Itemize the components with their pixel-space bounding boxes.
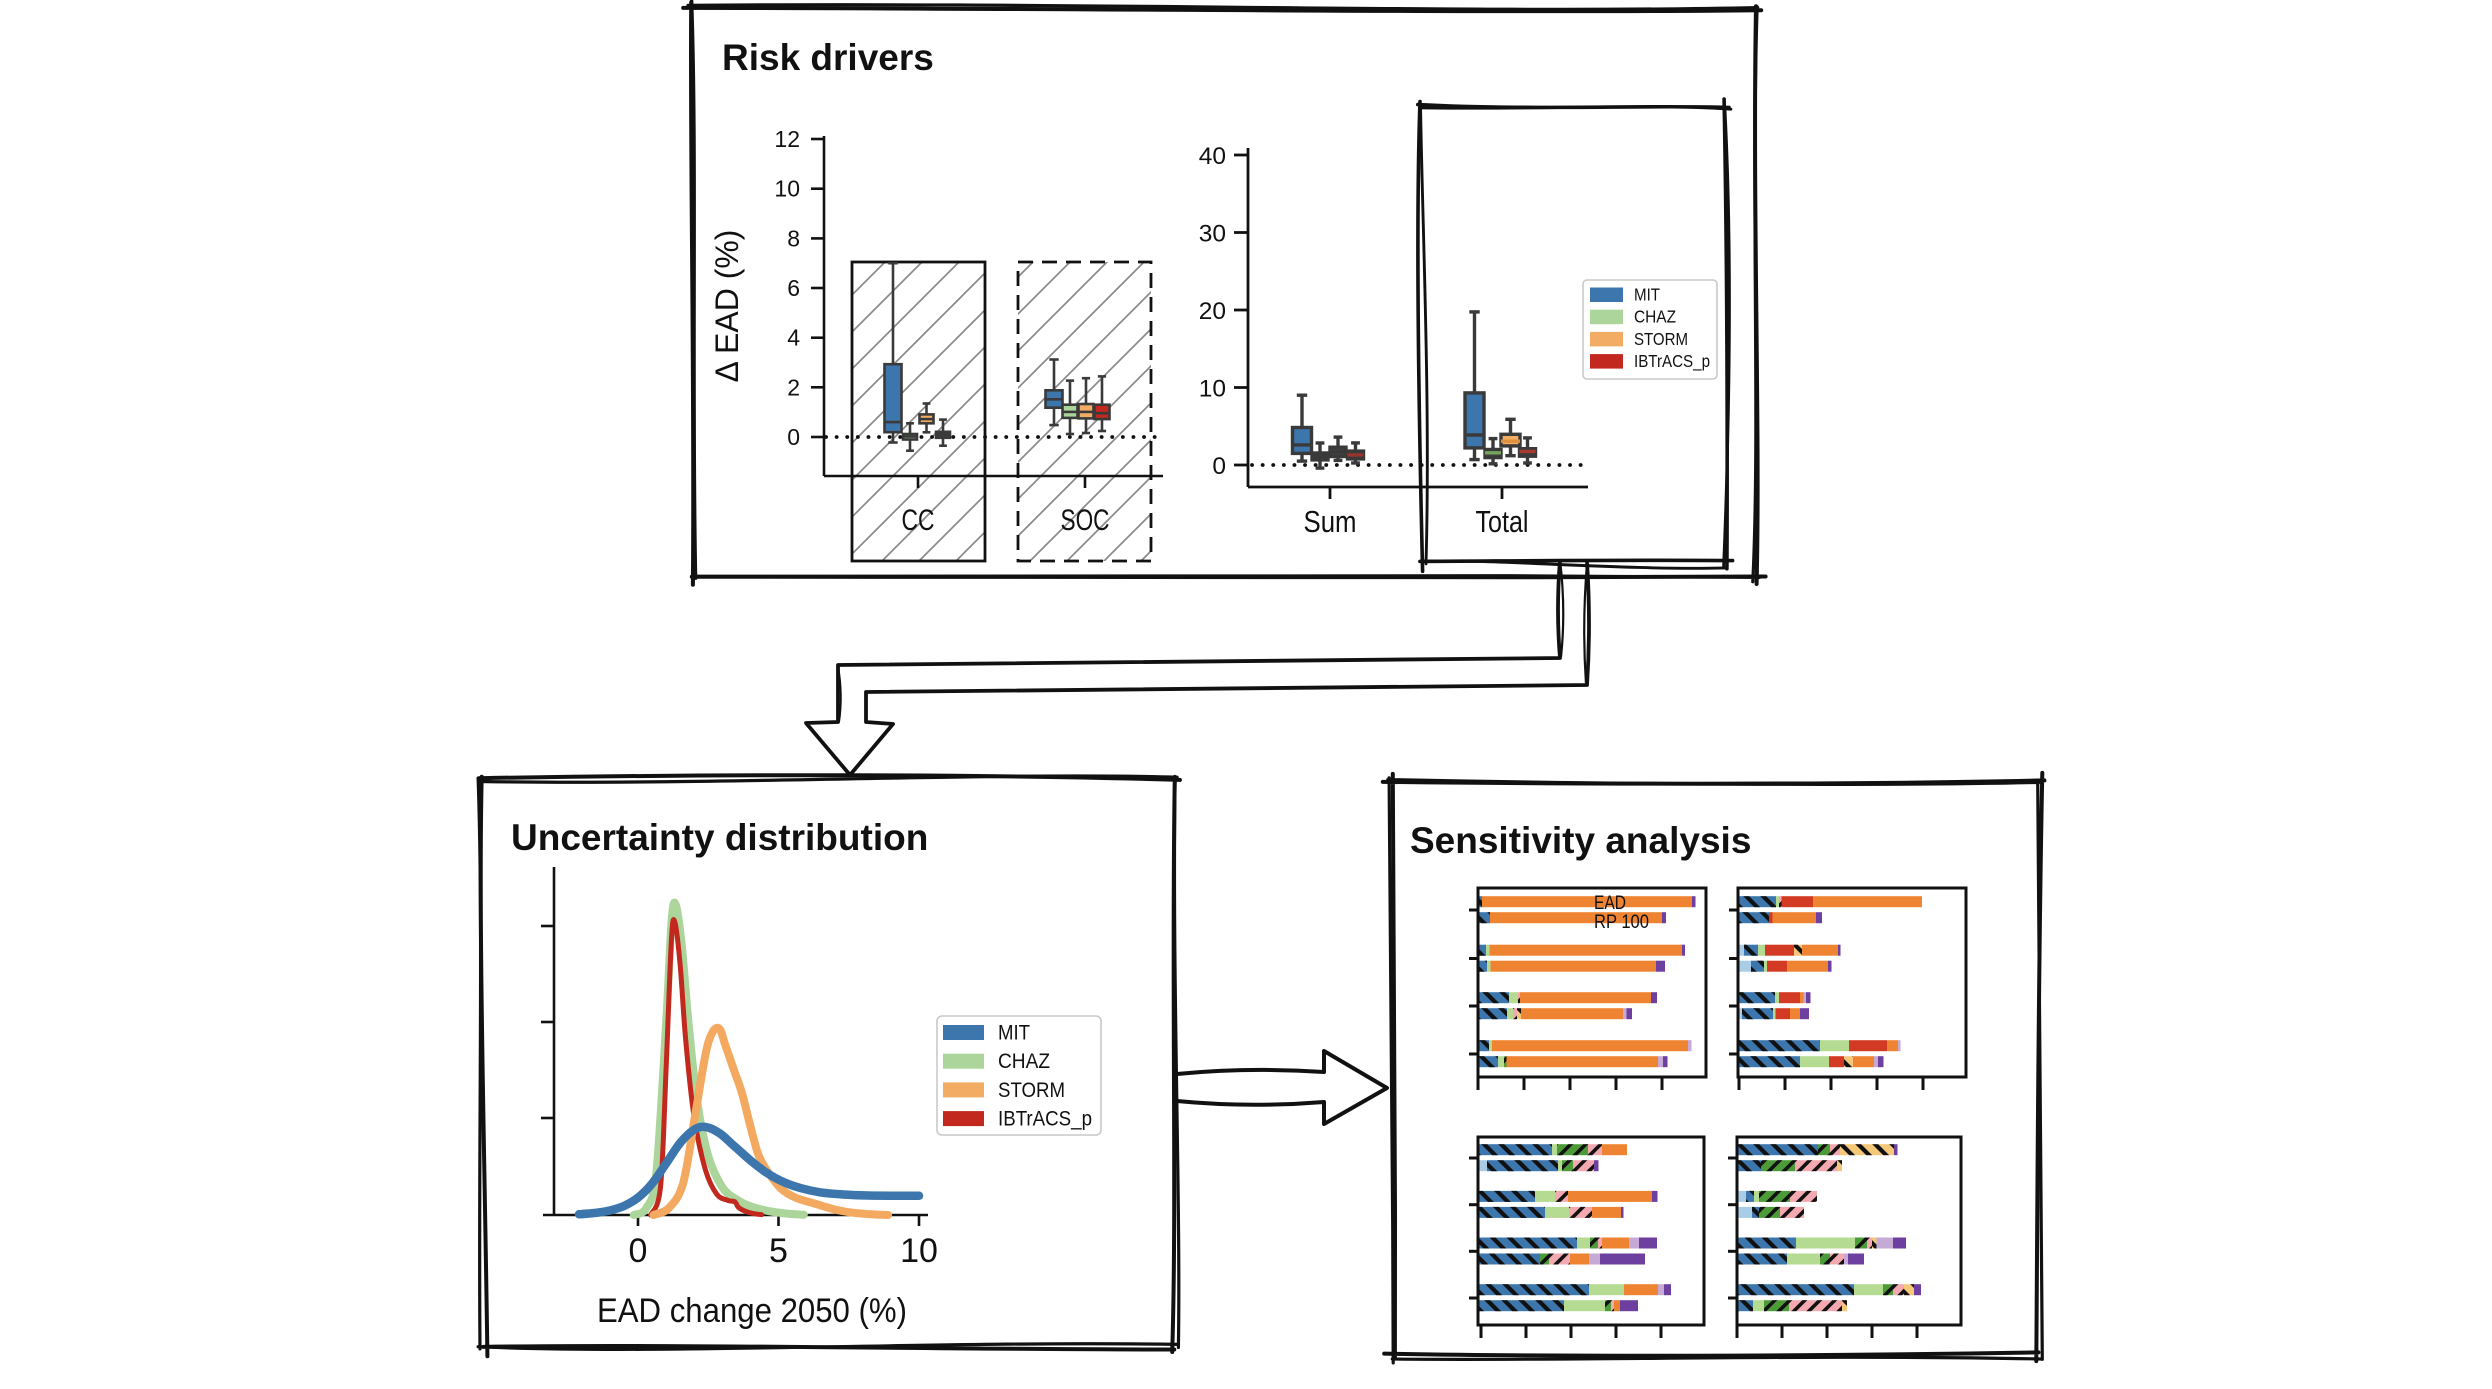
svg-text:RP 100: RP 100 (1594, 911, 1649, 933)
svg-text:CHAZ: CHAZ (998, 1049, 1050, 1073)
svg-text:12: 12 (774, 126, 800, 152)
svg-text:Δ EAD (%): Δ EAD (%) (709, 230, 745, 383)
svg-text:0: 0 (787, 424, 800, 450)
svg-text:STORM: STORM (998, 1078, 1065, 1102)
svg-text:10: 10 (774, 176, 800, 202)
svg-text:Sum: Sum (1304, 504, 1357, 539)
svg-text:30: 30 (1199, 221, 1226, 248)
svg-text:20: 20 (1199, 298, 1226, 325)
svg-text:6: 6 (787, 275, 800, 301)
svg-text:CC: CC (902, 504, 935, 537)
svg-text:Total: Total (1476, 504, 1529, 539)
svg-text:10: 10 (900, 1232, 938, 1270)
svg-text:IBTrACS_p: IBTrACS_p (998, 1107, 1092, 1131)
svg-text:SOC: SOC (1061, 504, 1110, 537)
svg-text:40: 40 (1199, 143, 1226, 170)
svg-text:4: 4 (787, 325, 800, 351)
svg-text:MIT: MIT (998, 1021, 1030, 1045)
svg-text:0: 0 (629, 1232, 648, 1270)
svg-text:2: 2 (787, 374, 800, 400)
svg-text:Uncertainty distribution: Uncertainty distribution (511, 817, 928, 858)
svg-text:Risk drivers: Risk drivers (722, 37, 934, 78)
svg-text:10: 10 (1199, 376, 1226, 403)
svg-text:8: 8 (787, 225, 800, 251)
svg-text:IBTrACS_p: IBTrACS_p (1634, 351, 1710, 371)
svg-text:EAD change 2050 (%): EAD change 2050 (%) (597, 1292, 907, 1330)
svg-text:EAD: EAD (1594, 892, 1626, 914)
svg-text:5: 5 (769, 1232, 788, 1270)
svg-text:STORM: STORM (1634, 329, 1688, 349)
svg-text:Sensitivity analysis: Sensitivity analysis (1410, 820, 1751, 861)
svg-text:CHAZ: CHAZ (1634, 307, 1676, 327)
svg-text:MIT: MIT (1634, 285, 1660, 305)
svg-text:0: 0 (1212, 453, 1226, 480)
